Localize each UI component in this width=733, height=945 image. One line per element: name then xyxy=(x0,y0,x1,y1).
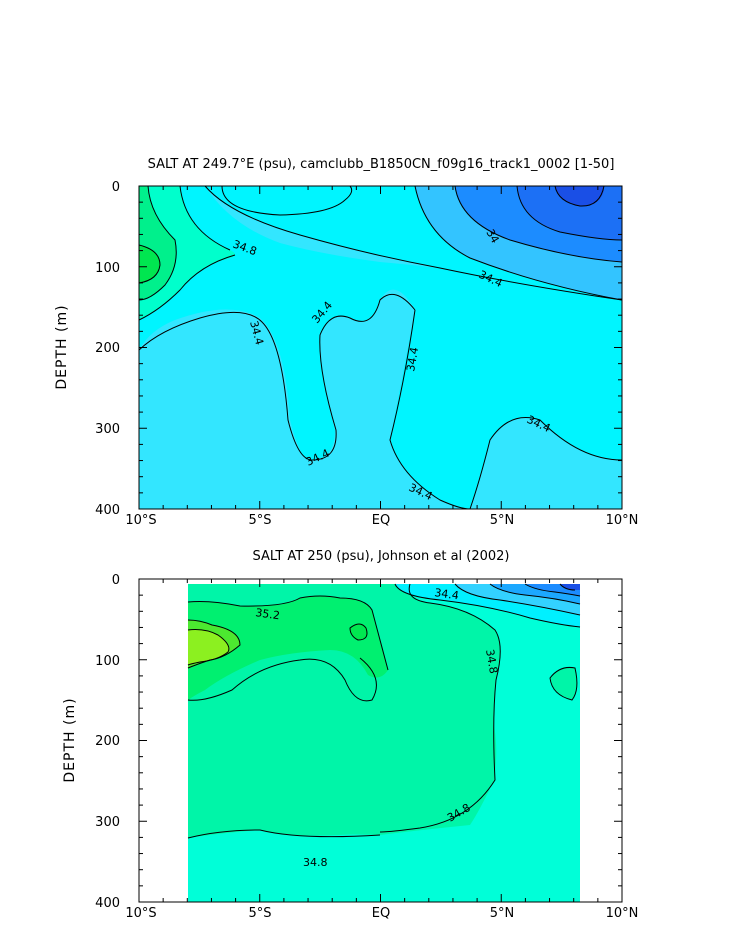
top-panel: SALT AT 249.7°E (psu), camclubb_B1850CN_… xyxy=(54,157,638,528)
bottom-y-tick-label: 100 xyxy=(95,654,120,669)
top-contour-line xyxy=(389,309,471,510)
bottom-y-tick-label: 300 xyxy=(95,815,120,830)
bottom-contour-line xyxy=(394,583,581,628)
bottom-y-tick-label: 200 xyxy=(95,734,120,749)
bottom-contour-line xyxy=(187,657,377,702)
bottom-contour-line xyxy=(559,583,576,591)
top-contour-line xyxy=(204,185,623,301)
top-y-tick-label: 200 xyxy=(95,341,120,356)
bottom-contour-line xyxy=(489,583,581,605)
top-x-tick-label: 5°S xyxy=(248,513,271,528)
bottom-y-tick-label: 400 xyxy=(95,896,120,911)
bottom-x-tick-label: 10°N xyxy=(606,906,639,921)
top-y-tick-label: 100 xyxy=(95,261,120,276)
bottom-y-axis-label: DEPTH (m) xyxy=(62,697,78,782)
top-contour-line xyxy=(516,185,623,241)
top-x-tick-label: 10°N xyxy=(606,513,639,528)
bottom-contour-line xyxy=(187,619,241,669)
top-contour-line xyxy=(179,185,231,251)
bottom-contour-label: 35.2 xyxy=(255,606,281,622)
top-contour-line xyxy=(138,293,416,461)
top-x-tick-label: 5°N xyxy=(490,513,515,528)
top-contour-line xyxy=(469,417,623,510)
bottom-contour-label: 34.8 xyxy=(483,648,500,674)
top-contour-line xyxy=(454,185,623,263)
bottom-contour-label: 34.4 xyxy=(434,586,460,602)
bottom-contour-line xyxy=(524,583,581,597)
top-contour-line xyxy=(221,185,353,216)
bottom-contour-label: 34.8 xyxy=(303,856,328,869)
bottom-contour-line xyxy=(349,623,368,641)
top-contour-line xyxy=(138,254,236,321)
top-contour-fills xyxy=(139,186,622,509)
bottom-axis-ticks xyxy=(138,578,623,903)
bottom-contour-line xyxy=(379,583,501,833)
top-y-axis-label: DEPTH (m) xyxy=(54,304,70,389)
bottom-fill-deep-blue xyxy=(560,584,580,590)
top-panel-title: SALT AT 249.7°E (psu), camclubb_B1850CN_… xyxy=(148,157,615,172)
bottom-x-tick-label: 5°S xyxy=(248,906,271,921)
top-axis-ticks xyxy=(138,185,623,510)
top-y-tick-label: 0 xyxy=(112,180,120,195)
bottom-x-tick-label: EQ xyxy=(372,906,390,921)
bottom-panel: SALT AT 250 (psu), Johnson et al (2002) xyxy=(62,549,638,921)
top-fill-middle xyxy=(139,186,622,509)
bottom-contour-lines xyxy=(187,583,581,839)
bottom-contour-line xyxy=(187,829,381,839)
bottom-y-tick-label: 0 xyxy=(112,573,120,588)
top-contour-lines xyxy=(138,185,623,510)
top-y-tick-label: 300 xyxy=(95,422,120,437)
bottom-fill-green xyxy=(188,596,388,700)
bottom-contour-line xyxy=(454,583,581,616)
bottom-x-tick-label: 10°S xyxy=(125,906,156,921)
top-contour-label: 34.4 xyxy=(247,319,266,346)
bottom-contour-line xyxy=(187,595,389,671)
bottom-contour-line xyxy=(187,629,230,666)
top-fill-deep-blue xyxy=(555,186,604,207)
top-contour-label: 34 xyxy=(483,227,501,246)
top-x-tick-label: 10°S xyxy=(125,513,156,528)
top-contour-line xyxy=(414,185,623,301)
bottom-fill-lime xyxy=(188,629,229,665)
top-fill-bright-green xyxy=(139,245,160,283)
bottom-fill-green-spot xyxy=(350,624,367,640)
top-x-tick-label: EQ xyxy=(372,513,390,528)
bottom-contour-line xyxy=(549,667,578,701)
top-y-tick-label: 400 xyxy=(95,503,120,518)
top-contour-line xyxy=(138,244,161,284)
bottom-panel-title: SALT AT 250 (psu), Johnson et al (2002) xyxy=(252,549,509,564)
top-contour-line xyxy=(138,185,177,301)
bottom-x-tick-label: 5°N xyxy=(490,906,515,921)
top-contour-line xyxy=(554,185,605,207)
top-contour-label: 34.4 xyxy=(404,346,421,372)
bottom-contour-fills xyxy=(188,584,580,902)
